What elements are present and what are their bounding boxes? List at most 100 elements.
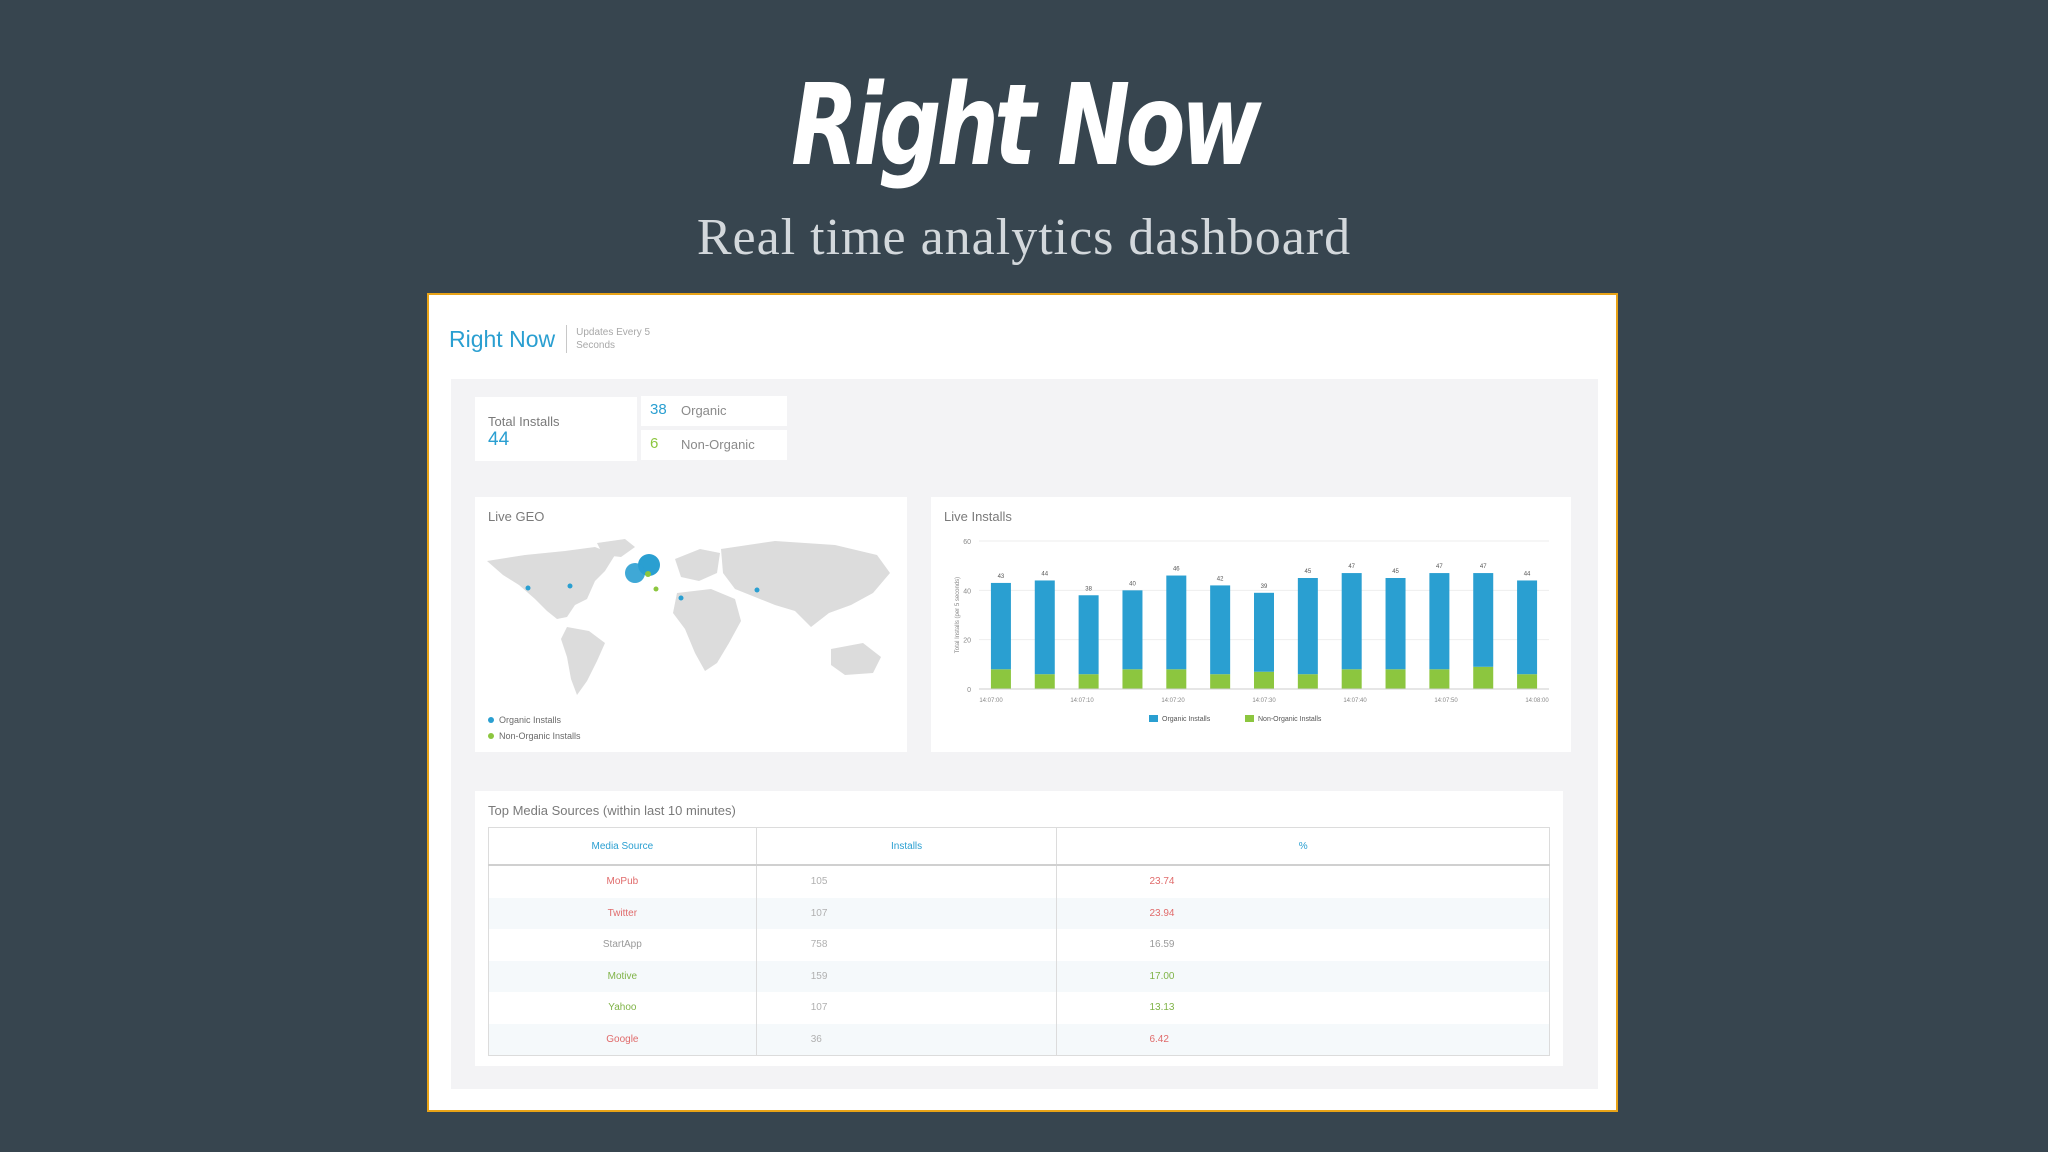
- media-source-cell: MoPub: [488, 865, 757, 898]
- installs-cell: 105: [755, 865, 1058, 898]
- europe-shape: [675, 549, 720, 581]
- installs-cell: 107: [755, 992, 1058, 1024]
- bar-total-label: 40: [1129, 581, 1136, 587]
- y-tick-label: 20: [963, 638, 971, 645]
- bar-non-organic: [990, 669, 1011, 689]
- y-axis-label: Total Installs (per 5 seconds): [955, 577, 961, 653]
- bar-non-organic: [1166, 669, 1187, 689]
- bar-non-organic: [1429, 669, 1450, 689]
- organic-card: 38 Organic: [641, 396, 787, 426]
- x-tick-label: 14:07:10: [1070, 698, 1094, 704]
- installs-cell: 758: [755, 929, 1058, 961]
- table-row: Google 36 6.42: [488, 1023, 1550, 1056]
- percent-cell: 13.13: [1056, 992, 1550, 1024]
- geo-marker-small: [567, 583, 573, 589]
- header-divider: [566, 325, 568, 353]
- column-header-installs[interactable]: Installs: [755, 827, 1058, 866]
- x-tick-label: 14:07:00: [979, 698, 1003, 704]
- x-tick-label: 14:07:30: [1252, 698, 1276, 704]
- column-header-percent[interactable]: %: [1056, 827, 1550, 866]
- bar-total-label: 45: [1305, 569, 1312, 575]
- percent-cell: 23.94: [1056, 897, 1550, 929]
- non-organic-card: 6 Non-Organic: [641, 430, 787, 460]
- bar-total-label: 45: [1392, 569, 1399, 575]
- bar-non-organic: [1341, 669, 1362, 689]
- dashboard-title: Right Now: [449, 325, 556, 352]
- slide-subtitle: Real time analytics dashboard: [696, 209, 1352, 266]
- media-source-cell: Twitter: [488, 897, 757, 929]
- bar-organic: [1254, 592, 1274, 672]
- x-tick-label: 14:07:20: [1161, 698, 1185, 704]
- bar-organic: [1078, 595, 1099, 675]
- organic-dot-icon: [488, 717, 494, 723]
- live-installs-chart: 0 20 40 60 Total Installs (per 5 seconds) 43 4…: [955, 539, 1549, 723]
- australia-shape: [831, 643, 881, 675]
- bar-total-label: 38: [1085, 586, 1092, 592]
- geo-legend-organic: Organic Installs: [488, 715, 561, 725]
- installs-cell: 107: [755, 897, 1058, 929]
- media-source-cell: Google: [488, 1023, 757, 1056]
- bar-non-organic: [1078, 674, 1099, 689]
- geo-marker-small: [678, 595, 684, 601]
- bar-non-organic: [1297, 674, 1318, 689]
- africa-shape: [673, 589, 741, 671]
- dashboard-body: Total Installs 44 38 Organic 6 Non-Organ…: [451, 379, 1598, 1089]
- bar-non-organic: [1122, 669, 1143, 689]
- bar-organic: [1429, 573, 1450, 670]
- dashboard-header: Right Now Updates Every 5 Seconds: [449, 325, 666, 353]
- legend-swatch-non-organic: [1245, 715, 1254, 722]
- north-america-shape: [487, 547, 615, 619]
- table-row: Motive 159 17.00: [488, 960, 1550, 992]
- slide-title: Right Now: [791, 61, 1262, 191]
- bar-total-label: 47: [1436, 564, 1443, 570]
- installs-cell: 159: [755, 960, 1058, 992]
- y-tick-label: 40: [963, 588, 971, 595]
- total-installs-label: Total Installs: [488, 414, 560, 429]
- geo-marker-large: [625, 563, 645, 583]
- table-header-row: Media Source Installs %: [488, 827, 1550, 866]
- bar-organic: [1122, 590, 1143, 670]
- bar-total-label: 42: [1217, 576, 1224, 582]
- bar-non-organic: [1254, 671, 1274, 689]
- geo-marker-small: [653, 586, 659, 592]
- bar-non-organic: [1517, 674, 1538, 689]
- bar-organic: [1297, 578, 1318, 675]
- bar-organic: [1166, 575, 1187, 670]
- non-organic-value: 6: [650, 435, 659, 452]
- non-organic-label: Non-Organic: [681, 437, 755, 452]
- geo-marker-small: [754, 587, 760, 593]
- bar-organic: [1517, 580, 1538, 675]
- media-source-cell: StartApp: [488, 929, 757, 961]
- table-row: Yahoo 107 13.13: [488, 992, 1550, 1024]
- table-row: StartApp 758 16.59: [488, 929, 1550, 961]
- x-tick-label: 14:07:40: [1343, 698, 1367, 704]
- greenland-shape: [597, 539, 635, 557]
- bar-total-label: 39: [1261, 584, 1268, 590]
- legend-swatch-organic: [1149, 715, 1158, 722]
- south-america-shape: [561, 627, 605, 695]
- geo-legend-non-organic: Non-Organic Installs: [488, 731, 581, 741]
- bar-organic: [1473, 573, 1494, 667]
- live-installs-card: Live Installs 0 20 40 60 Total Installs (per…: [931, 497, 1571, 752]
- geo-marker-small: [645, 571, 651, 577]
- column-header-media-source[interactable]: Media Source: [488, 827, 757, 866]
- installs-cell: 36: [755, 1023, 1058, 1056]
- table-row: Twitter 107 23.94: [488, 897, 1550, 929]
- live-installs-title: Live Installs: [944, 509, 1012, 524]
- bar-organic: [1034, 580, 1055, 675]
- media-sources-title: Top Media Sources (within last 10 minute…: [488, 803, 736, 818]
- bar-organic: [1210, 585, 1231, 675]
- table-row: MoPub 105 23.74: [488, 865, 1550, 898]
- geo-legend-non-organic-label: Non-Organic Installs: [499, 731, 581, 741]
- geo-marker-small: [525, 585, 531, 591]
- y-tick-label: 60: [963, 539, 971, 546]
- total-installs-value: 44: [488, 429, 510, 450]
- asia-shape: [721, 541, 890, 627]
- non-organic-dot-icon: [488, 733, 494, 739]
- total-installs-card: Total Installs 44: [475, 397, 637, 461]
- bar-total-label: 43: [998, 574, 1005, 580]
- percent-cell: 17.00: [1056, 960, 1550, 992]
- bar-organic: [1341, 573, 1362, 670]
- bar-non-organic: [1210, 674, 1231, 689]
- bar-organic: [1385, 578, 1406, 670]
